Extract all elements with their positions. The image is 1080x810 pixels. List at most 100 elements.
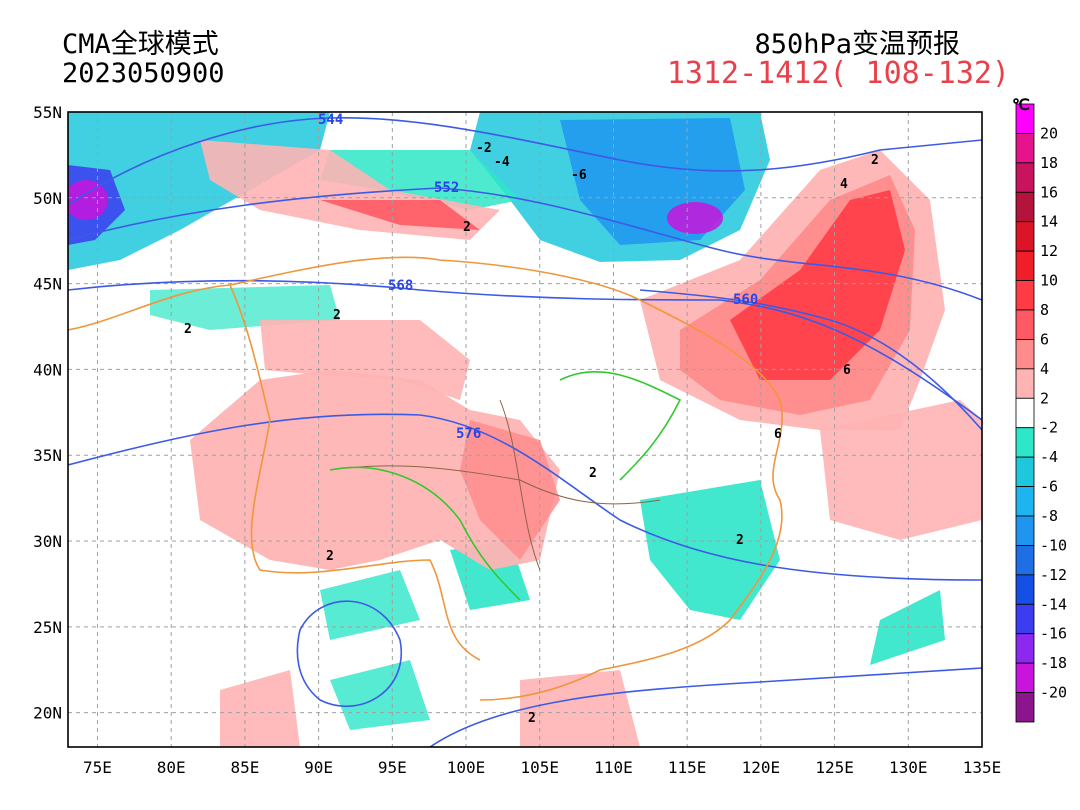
colorbar-swatch [1015,515,1035,546]
lon-label: 80E [157,758,186,777]
colorbar-swatch [1015,574,1035,605]
temp-change-label: 4 [840,177,848,192]
colorbar-label: 16 [1040,183,1058,201]
colorbar-label: -8 [1040,507,1058,525]
colorbar-swatch [1015,309,1035,340]
height-contour-label: 576 [456,426,481,442]
height-contour-560 [639,289,982,431]
lon-label: 75E [83,758,112,777]
temp-change-label: -2 [476,141,492,156]
height-contour-label: 544 [318,112,343,128]
lat-label: 55N [33,103,62,122]
lon-label: 100E [447,758,486,777]
colorbar-swatch [1015,603,1035,635]
cold-core-magenta-mongolia [667,202,723,234]
colorbar-label: -12 [1040,566,1067,584]
temp-change-label: 6 [843,363,851,378]
boundaries [68,256,783,701]
lon-label: 110E [594,758,633,777]
warm-strip-kazakh-core [320,200,480,230]
latitude-labels: 55N 50N 45N 40N 35N 30N 25N 20N [33,103,62,723]
lon-label: 115E [668,758,707,777]
colorbar-label: 8 [1040,301,1049,319]
lon-label: 125E [815,758,854,777]
height-contour-544 [68,116,982,206]
temperature-change-label-group: -2 -4 -6 2 2 2 2 4 6 6 2 2 2 2 [184,141,879,726]
colorbar-label: 10 [1040,272,1058,290]
colorbar-label: 12 [1040,242,1058,260]
colorbar-swatch [1015,221,1035,252]
colorbar-label: -2 [1040,419,1058,437]
valid-range: 1312-1412( 108-132) [666,56,1010,91]
init-time: 2023050900 [62,58,225,89]
lat-label: 40N [33,360,62,379]
cold-patch-east-china [640,480,780,620]
colorbar-swatch [1015,427,1035,458]
temp-change-label: 2 [589,466,597,481]
colorbar-label: -10 [1040,536,1067,554]
colorbar-label: 4 [1040,360,1049,378]
colorbar-label: -14 [1040,595,1067,613]
height-contour-label: 568 [388,278,413,294]
colorbar-swatch [1015,486,1035,517]
lat-label: 20N [33,704,62,723]
temp-change-label: 2 [184,322,192,337]
temp-change-label: 2 [736,533,744,548]
colorbar-swatch [1015,545,1035,576]
cold-strip-north [320,150,520,210]
lon-label: 90E [304,758,333,777]
national-border [68,256,641,661]
colorbar-swatch [1015,339,1035,370]
lon-label: 85E [230,758,259,777]
lon-label: 120E [742,758,781,777]
temp-change-label: 2 [528,711,536,726]
longitude-labels: 75E 80E 85E 90E 95E 100E 105E 110E 115E 120E 125E 1… [83,758,1001,777]
colorbar-label: 14 [1040,213,1058,231]
lon-label: 130E [889,758,928,777]
colorbar-swatch [1015,368,1035,399]
height-contour-south [429,667,982,747]
cold-patch-bay [320,570,420,640]
temp-change-label: 2 [871,153,879,168]
cold-patch-sea [870,590,945,665]
river [329,371,682,601]
colorbar-label: 2 [1040,389,1049,407]
colorbar-swatch [1015,162,1035,193]
colorbar-swatch [1015,662,1035,693]
colorbar-swatch [1015,250,1035,281]
lon-label: 95E [378,758,407,777]
warm-patch-south [520,670,640,747]
height-contour-label: 560 [733,292,758,308]
lat-label: 45N [33,275,62,294]
colorbar-label: 20 [1040,124,1058,142]
lat-label: 25N [33,618,62,637]
cold-core-nw-magenta [68,180,108,220]
province-boundary [329,399,661,571]
temp-change-label: 2 [326,549,334,564]
colorbar-label: 18 [1040,154,1058,172]
warm-region-mongolia-west [260,320,470,400]
temperature-change-field [68,112,982,747]
lon-label: 105E [520,758,559,777]
temp-change-label: -4 [494,155,510,170]
lat-label: 30N [33,532,62,551]
lon-label: 135E [963,758,1002,777]
lat-lon-grid [68,112,982,747]
colorbar-unit: ℃ [1012,95,1030,114]
lat-label: 35N [33,446,62,465]
map-frame [67,111,983,748]
colorbar-swatch [1015,456,1035,487]
colorbar-label: 6 [1040,330,1049,348]
temp-change-label: 2 [333,308,341,323]
colorbar-label: -16 [1040,625,1067,643]
colorbar-swatch [1015,692,1035,723]
colorbar-label: -18 [1040,654,1067,672]
colorbar-swatch [1015,280,1035,311]
colorbar: 20 18 16 14 12 10 8 6 4 2 -2 -4 -6 -8 -10 -12 -14 -16 -18 -… [1015,103,1067,723]
colorbar-swatch [1015,633,1035,664]
colorbar-swatch [1015,133,1035,164]
warm-region-pacific [820,400,982,540]
height-contour-552 [68,187,982,301]
temp-change-label: -6 [571,168,587,183]
